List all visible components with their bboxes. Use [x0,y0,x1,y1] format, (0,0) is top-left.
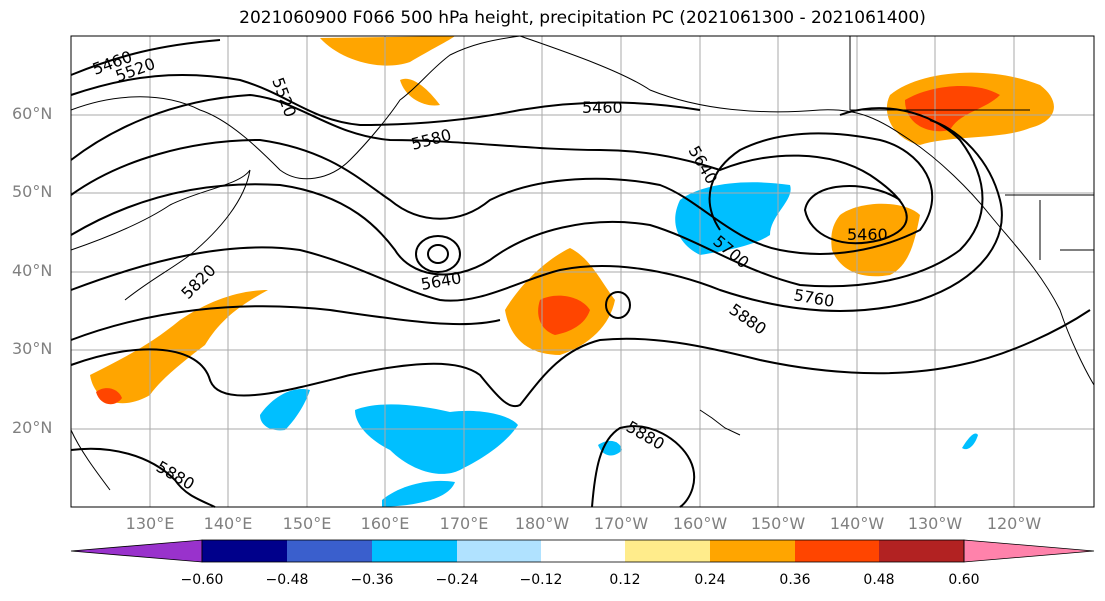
precip-positive-north [320,36,455,66]
colorbar-tick: −0.12 [519,572,563,588]
colorbar-segment [457,540,541,562]
lon-label: 140°W [829,514,885,533]
lat-label: 60°N [12,104,53,123]
precip-negative-tropics-a [355,404,518,474]
lat-label: 30°N [12,339,53,358]
contour-label: 5460 [582,98,623,117]
colorbar-segment [372,540,457,562]
colorbar-segment [541,540,625,562]
colorbar-tick: 0.48 [863,572,895,588]
colorbar-tick: 0.60 [948,572,980,588]
lon-label: 130°E [125,514,175,533]
lon-label: 160°E [360,514,410,533]
colorbar-segment [625,540,710,562]
colorbar-segment [710,540,795,562]
precip-strong-japan [96,388,122,405]
lat-label: 20°N [12,418,53,437]
lon-label: 170°W [593,514,649,533]
colorbar-tick: −0.60 [180,572,224,588]
precip-positive-japan [90,290,268,404]
lon-label: 160°W [672,514,728,533]
map-title: 2021060900 F066 500 hPa height, precipit… [239,8,926,28]
lat-label: 50°N [12,182,53,201]
map-gridlines [71,36,1094,507]
precip-negative-central [675,182,791,255]
precip-negative-tropics-c [382,480,455,507]
colorbar-segment [287,540,372,562]
colorbar-tick: 0.36 [779,572,811,588]
colorbar-segment [795,540,879,562]
precip-strong-alaska [905,85,1000,132]
lon-label: 140°E [203,514,253,533]
lon-label: 150°E [282,514,332,533]
colorbar-segment [879,540,964,562]
colorbar-tick: −0.24 [435,572,479,588]
colorbar [70,539,1095,563]
colorbar-tick: 0.24 [694,572,726,588]
precip-positive-okhotsk [400,78,440,106]
precip-strong-pacific [538,295,590,335]
lon-label: 170°E [439,514,489,533]
height-contours [70,39,1091,508]
coastlines [70,35,1095,491]
lon-label: 180°W [514,514,570,533]
colorbar-tick: 0.12 [609,572,641,588]
colorbar-tick: −0.48 [265,572,309,588]
lon-label: 120°W [986,514,1042,533]
colorbar-segment [202,540,287,562]
lat-label: 40°N [12,261,53,280]
map-frame [70,35,1095,508]
colorbar-extend-low [70,539,203,563]
lon-label: 150°W [750,514,806,533]
colorbar-tick: −0.36 [350,572,394,588]
precip-negative-hawaii [962,433,978,450]
precip-negative-tropics-b [260,389,310,431]
contour-label: 5460 [847,225,888,244]
lon-label: 130°W [907,514,963,533]
colorbar-extend-high [963,539,1095,563]
